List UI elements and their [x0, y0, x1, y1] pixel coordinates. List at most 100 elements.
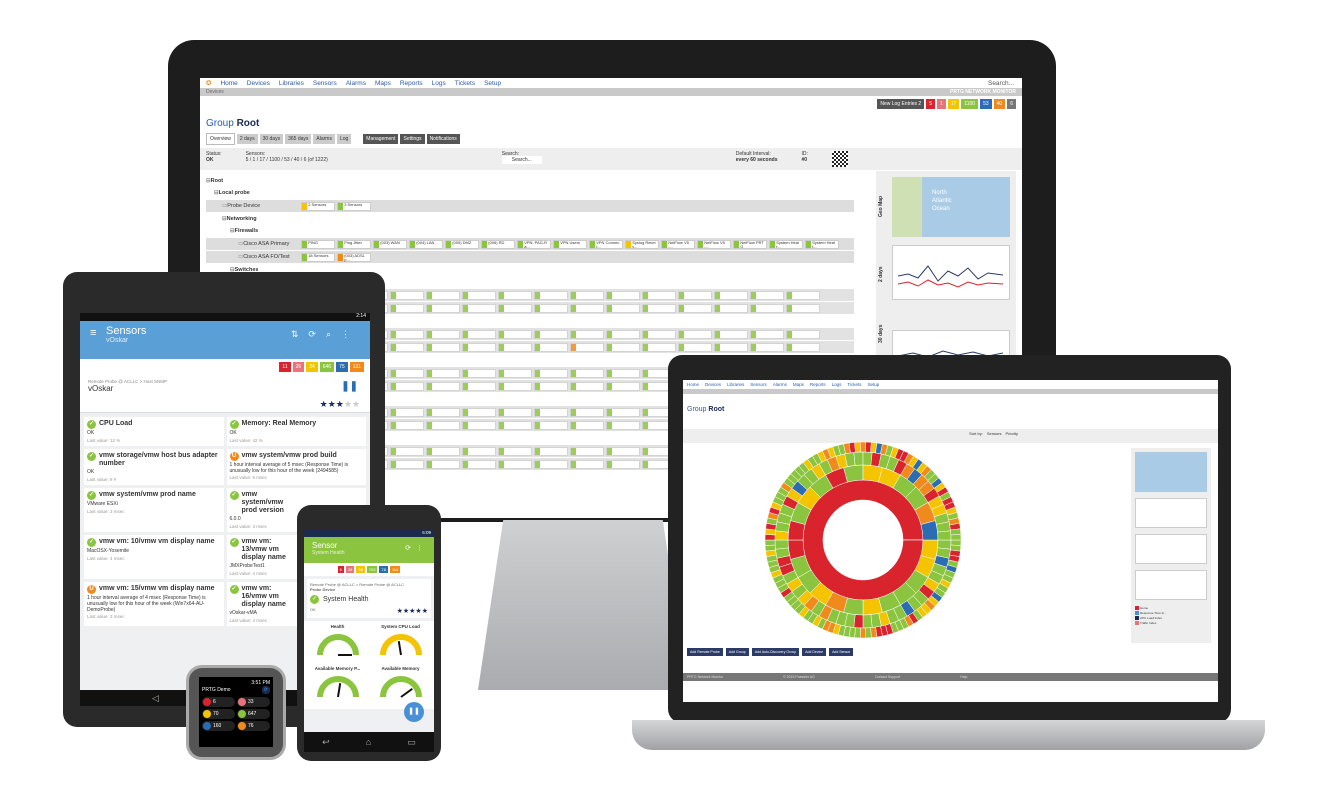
- sensor-chip[interactable]: [426, 459, 460, 469]
- sunburst-segment[interactable]: [950, 528, 962, 536]
- sensor-chip[interactable]: [498, 446, 532, 456]
- laptop-chart-365days[interactable]: [1135, 570, 1207, 600]
- group-row[interactable]: ⊟ Networking: [206, 213, 854, 225]
- sensor-chip[interactable]: [534, 342, 568, 352]
- tab-overview[interactable]: Overview: [206, 133, 235, 145]
- sensor-chip[interactable]: [534, 329, 568, 339]
- tree-item-name[interactable]: Networking: [226, 216, 257, 222]
- laptop-nav-libraries[interactable]: Libraries: [727, 382, 745, 387]
- status-count-badge[interactable]: 40: [993, 99, 1006, 109]
- laptop-nav-devices[interactable]: Devices: [705, 382, 722, 387]
- sensor-chip[interactable]: 3 Sensors: [337, 201, 372, 211]
- sensor-chip[interactable]: [534, 303, 568, 313]
- nav-libraries[interactable]: Libraries: [278, 79, 304, 87]
- status-badge[interactable]: 78: [379, 566, 388, 573]
- sensor-chip[interactable]: [498, 368, 532, 378]
- laptop-nav-setup[interactable]: Setup: [867, 382, 880, 387]
- tree-item-name[interactable]: Local probe: [218, 190, 250, 196]
- sensor-chip[interactable]: [642, 342, 676, 352]
- sensor-chip[interactable]: [390, 381, 424, 391]
- refresh-icon[interactable]: ⟳: [308, 329, 326, 339]
- sensor-chip[interactable]: [570, 290, 604, 300]
- watch-status-item[interactable]: 33: [237, 697, 270, 707]
- sensor-chip[interactable]: [606, 290, 640, 300]
- nav-setup[interactable]: Setup: [484, 79, 502, 87]
- nav-reports[interactable]: Reports: [399, 79, 423, 87]
- sunburst-segment[interactable]: [865, 627, 872, 639]
- status-count-badge[interactable]: 1: [936, 99, 946, 109]
- sensor-chip[interactable]: [750, 342, 784, 352]
- sensor-chip[interactable]: [642, 329, 676, 339]
- laptop-nav-alarms[interactable]: Alarms: [772, 382, 787, 387]
- management-button[interactable]: Management: [363, 134, 399, 144]
- sensor-chip[interactable]: VPN Users: [553, 239, 588, 249]
- group-row[interactable]: ⊟ Firewalls: [206, 225, 854, 237]
- sensor-chip[interactable]: [390, 290, 424, 300]
- sensor-chip[interactable]: [498, 329, 532, 339]
- sensor-chip[interactable]: [606, 446, 640, 456]
- sensor-chip[interactable]: Ping Jitter: [337, 239, 372, 249]
- sensor-chip[interactable]: [606, 329, 640, 339]
- sensor-chip[interactable]: [534, 381, 568, 391]
- laptop-nav-reports[interactable]: Reports: [809, 382, 826, 387]
- laptop-chart-30days[interactable]: [1135, 534, 1207, 564]
- sensor-chip[interactable]: [534, 368, 568, 378]
- search-box[interactable]: Search...: [987, 79, 1014, 87]
- laptop-nav-maps[interactable]: Maps: [792, 382, 804, 387]
- status-badge[interactable]: 26: [292, 362, 305, 372]
- watch-status-item[interactable]: 160: [202, 721, 235, 731]
- sensor-chip[interactable]: [498, 420, 532, 430]
- sensor-chip[interactable]: [606, 459, 640, 469]
- sensor-chip[interactable]: [498, 381, 532, 391]
- sensor-chip[interactable]: [606, 381, 640, 391]
- sensor-chip[interactable]: [534, 459, 568, 469]
- tree-item-name[interactable]: Switches: [234, 267, 259, 273]
- sensor-chip[interactable]: [498, 290, 532, 300]
- add-group-button[interactable]: Add Group: [725, 648, 749, 656]
- sensor-chip[interactable]: [390, 407, 424, 417]
- nav-alarms[interactable]: Alarms: [345, 79, 366, 87]
- sensor-chip[interactable]: [462, 342, 496, 352]
- sensor-chip[interactable]: System Healt...: [769, 239, 804, 249]
- status-badge[interactable]: 75: [336, 362, 348, 372]
- laptop-nav-tickets[interactable]: Tickets: [847, 382, 862, 387]
- menu-icon[interactable]: ≡: [90, 327, 97, 339]
- tab-log[interactable]: Log: [336, 134, 352, 144]
- settings-button[interactable]: Settings: [400, 134, 425, 144]
- sensor-chip[interactable]: [642, 290, 676, 300]
- sensor-chip[interactable]: [570, 342, 604, 352]
- sensor-chip[interactable]: [570, 368, 604, 378]
- sensor-chip[interactable]: [570, 407, 604, 417]
- status-count-badge[interactable]: 6: [1007, 99, 1016, 109]
- gauge[interactable]: System CPU Load: [370, 624, 431, 664]
- sensor-chip[interactable]: [714, 303, 748, 313]
- sensor-chip[interactable]: [462, 407, 496, 417]
- sensor-chip[interactable]: [390, 329, 424, 339]
- laptop-nav-logs[interactable]: Logs: [831, 382, 842, 387]
- sunburst-segment[interactable]: [854, 441, 861, 453]
- add-sensor-button[interactable]: Add Sensor: [829, 648, 854, 656]
- laptop-geo-map[interactable]: [1135, 452, 1207, 492]
- tablet-breadcrumb[interactable]: Remote Probe @ ACLLC > Host SNMP: [88, 379, 167, 384]
- tab-30-days[interactable]: 30 days: [259, 134, 284, 144]
- sensor-chip[interactable]: [462, 290, 496, 300]
- sensor-chip[interactable]: (006) RD: [481, 239, 516, 249]
- sensor-chip[interactable]: Syslog Receiv...: [625, 239, 660, 249]
- status-count-badge[interactable]: 1100: [961, 99, 979, 109]
- sensor-chip[interactable]: [390, 303, 424, 313]
- nav-tickets[interactable]: Tickets: [454, 79, 476, 87]
- footer-contact-support[interactable]: Contact Support: [874, 675, 901, 679]
- tab-2-days[interactable]: 2 days: [236, 134, 258, 144]
- sensor-chip[interactable]: [462, 303, 496, 313]
- sensor-chip[interactable]: (004) LAN: [409, 239, 444, 249]
- device-row[interactable]: ▭ Cisco ASA Primary PING Ping Jitter (003) …: [206, 238, 854, 250]
- sunburst-segment[interactable]: [774, 539, 789, 550]
- sensor-chip[interactable]: [498, 459, 532, 469]
- status-badge[interactable]: 646: [319, 362, 335, 372]
- sensor-chip[interactable]: [570, 459, 604, 469]
- sensor-chip[interactable]: NetFlow V5 -...: [697, 239, 732, 249]
- chart-2-days[interactable]: [892, 245, 1010, 300]
- sunburst-segment[interactable]: [764, 539, 776, 546]
- status-badge[interactable]: 114: [389, 566, 401, 573]
- sensor-chip[interactable]: [390, 368, 424, 378]
